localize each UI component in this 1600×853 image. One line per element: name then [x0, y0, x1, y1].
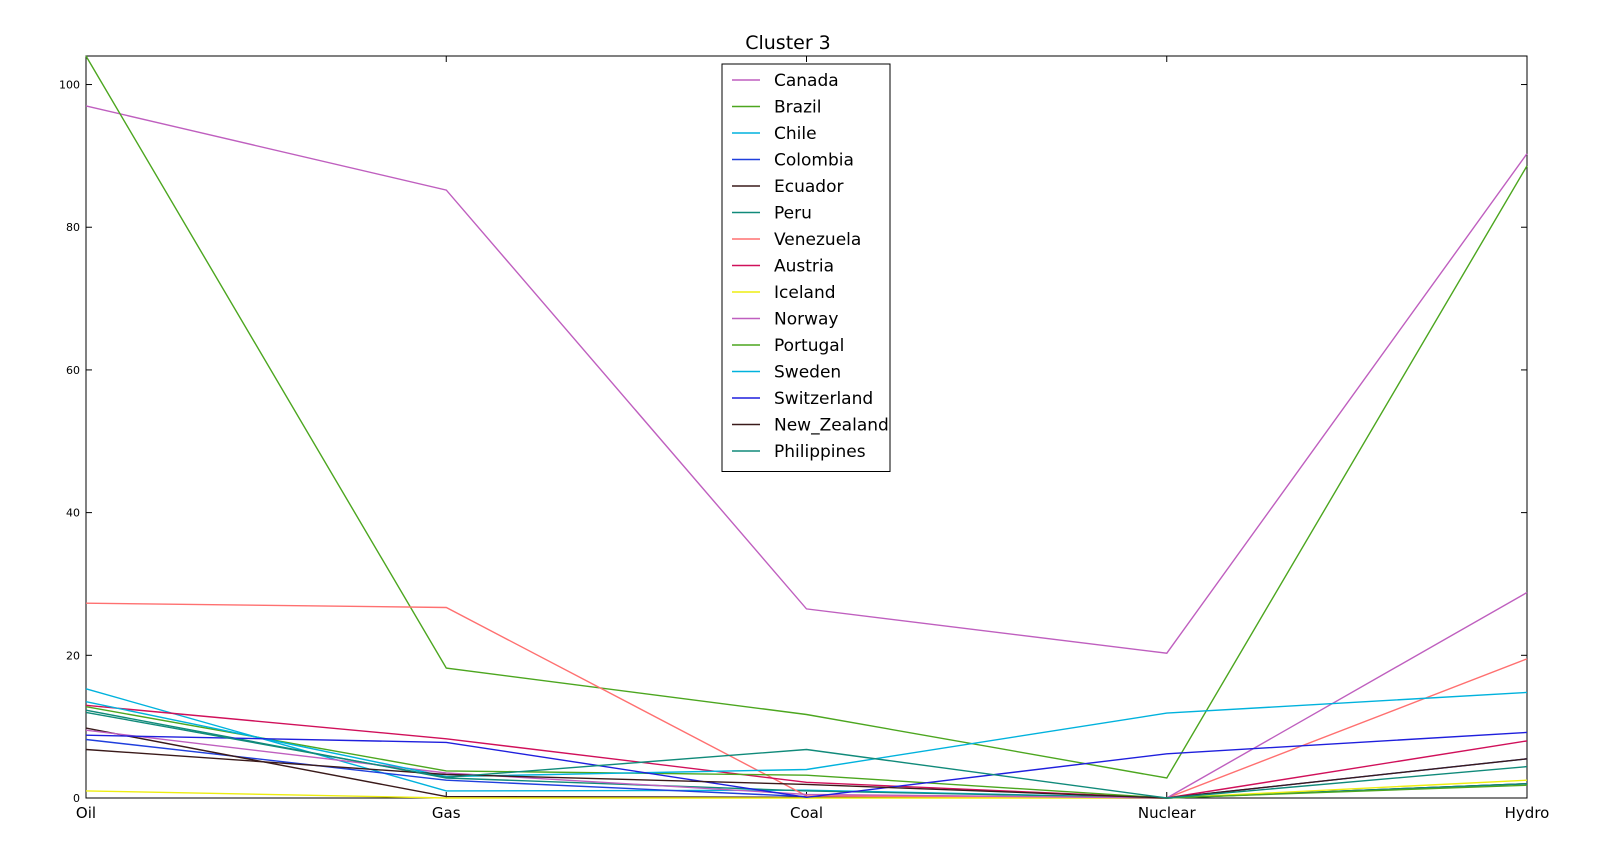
legend-label-philippines: Philippines	[774, 442, 866, 462]
x-tick-label: Oil	[76, 804, 96, 822]
chart-title: Cluster 3	[745, 32, 831, 54]
series-line-austria	[85, 704, 1528, 799]
series-line-venezuela	[85, 602, 1528, 799]
y-tick-label: 0	[73, 792, 80, 805]
legend-label-ecuador: Ecuador	[774, 177, 843, 197]
x-tick-label: Nuclear	[1138, 804, 1197, 822]
legend-label-canada: Canada	[774, 71, 839, 91]
legend-label-portugal: Portugal	[774, 336, 844, 356]
legend-label-chile: Chile	[774, 124, 817, 144]
legend-label-switzerland: Switzerland	[774, 389, 873, 409]
x-tick-label: Gas	[432, 804, 461, 822]
legend-label-colombia: Colombia	[774, 151, 854, 171]
x-tick-label: Hydro	[1505, 804, 1550, 822]
y-tick-label: 20	[66, 649, 80, 662]
series-line-philippines	[85, 711, 1528, 799]
legend-label-norway: Norway	[774, 310, 839, 330]
y-tick-label: 100	[59, 79, 80, 92]
y-tick-label: 60	[66, 364, 80, 377]
legend-label-iceland: Iceland	[774, 283, 836, 303]
legend-label-austria: Austria	[774, 257, 834, 277]
series-line-new-zealand	[85, 748, 1528, 799]
series-line-brazil	[85, 55, 1528, 779]
y-tick-label: 80	[66, 221, 80, 234]
series-line-norway	[85, 591, 1528, 799]
legend-label-venezuela: Venezuela	[774, 230, 861, 250]
series-line-ecuador	[85, 727, 1528, 799]
series-line-switzerland	[85, 731, 1528, 799]
legend-label-new-zealand: New_Zealand	[774, 416, 889, 436]
series-line-canada	[85, 105, 1528, 654]
legend-box	[721, 63, 891, 472]
series-line-sweden	[85, 691, 1528, 778]
legend-label-peru: Peru	[774, 204, 812, 224]
y-tick-label: 40	[66, 507, 80, 520]
series-line-portugal	[85, 706, 1528, 799]
x-tick-label: Coal	[790, 804, 823, 822]
legend-label-sweden: Sweden	[774, 363, 841, 383]
legend-label-brazil: Brazil	[774, 98, 821, 118]
